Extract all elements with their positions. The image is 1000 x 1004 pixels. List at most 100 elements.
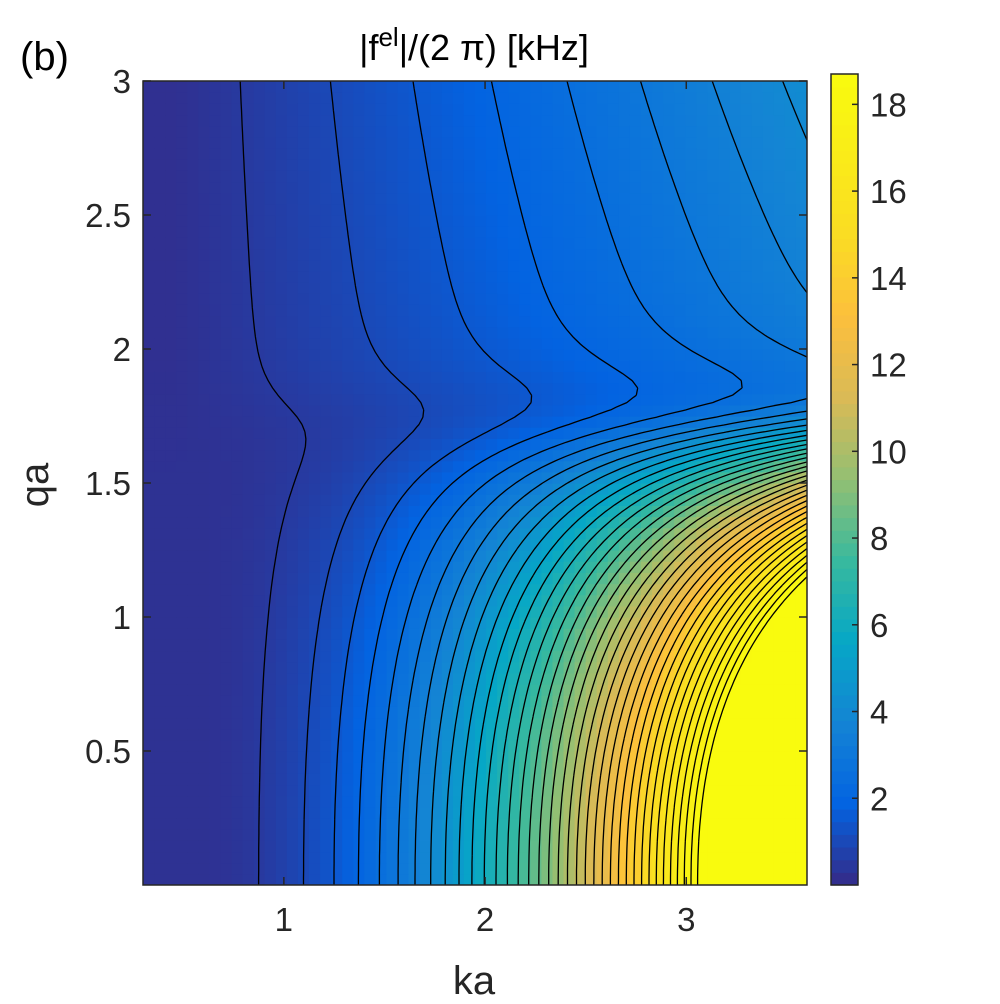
heatmap-cell <box>264 471 277 484</box>
heatmap-cell <box>508 237 520 250</box>
heatmap-cell <box>784 672 797 685</box>
x-tick-label: 3 <box>677 901 695 938</box>
heatmap-cell <box>607 114 620 127</box>
heatmap-cell <box>408 360 421 372</box>
heatmap-cell <box>154 672 166 685</box>
heatmap-cell <box>242 92 255 104</box>
heatmap-cell <box>242 873 255 885</box>
heatmap-cell <box>176 215 188 227</box>
heatmap-cell <box>629 684 642 696</box>
heatmap-cell <box>508 438 520 451</box>
heatmap-cell <box>286 751 299 763</box>
heatmap-cell <box>176 449 188 462</box>
heatmap-cell <box>519 840 531 853</box>
heatmap-cell <box>397 427 410 439</box>
heatmap-cell <box>452 550 465 562</box>
heatmap-cell <box>541 650 554 663</box>
heatmap-cell <box>220 739 233 752</box>
heatmap-cell <box>253 382 266 395</box>
heatmap-cell <box>585 460 598 473</box>
heatmap-cell <box>795 628 807 640</box>
heatmap-cell <box>364 583 376 596</box>
heatmap-cell <box>331 527 343 540</box>
contour-line <box>528 456 807 885</box>
heatmap-cell <box>618 304 631 317</box>
heatmap-cell <box>275 762 288 774</box>
heatmap-cell <box>331 360 343 372</box>
heatmap-cell <box>154 873 166 885</box>
heatmap-cell <box>497 862 509 875</box>
heatmap-cell <box>176 695 188 707</box>
heatmap-cell <box>430 449 443 462</box>
heatmap-cell <box>541 326 554 339</box>
heatmap-cell <box>574 203 587 216</box>
heatmap-cell <box>563 561 576 573</box>
heatmap-cell <box>397 203 410 216</box>
heatmap-cell <box>486 248 498 261</box>
heatmap-cell <box>441 248 454 261</box>
heatmap-cell <box>198 617 210 629</box>
heatmap-cell <box>552 371 565 384</box>
heatmap-cell <box>795 326 807 339</box>
heatmap-cell <box>652 661 664 674</box>
heatmap-cell <box>452 795 465 808</box>
heatmap-cell <box>386 650 399 663</box>
colorbar-tick-label: 8 <box>870 520 888 557</box>
heatmap-cell <box>463 181 476 194</box>
heatmap-cell <box>386 92 399 104</box>
heatmap-cell <box>685 226 697 238</box>
heatmap-cell <box>563 617 576 629</box>
heatmap-cell <box>143 684 155 696</box>
heatmap-cell <box>663 114 675 127</box>
heatmap-cell <box>607 751 620 763</box>
heatmap-cell <box>707 483 720 495</box>
heatmap-cell <box>508 695 520 707</box>
heatmap-cell <box>762 527 775 540</box>
heatmap-cell <box>342 851 354 864</box>
heatmap-cell <box>297 148 310 160</box>
heatmap-cell <box>364 572 376 585</box>
heatmap-cell <box>463 438 476 451</box>
heatmap-cell <box>685 237 697 250</box>
heatmap-cell <box>242 337 255 350</box>
heatmap-cell <box>419 81 432 93</box>
contour-line <box>566 474 807 885</box>
heatmap-cell <box>198 784 210 797</box>
heatmap-cell <box>463 762 476 774</box>
heatmap-cell <box>408 460 421 473</box>
heatmap-cell <box>475 605 487 618</box>
heatmap-cell <box>231 471 244 484</box>
heatmap-cell <box>629 661 642 674</box>
heatmap-cell <box>165 773 177 786</box>
heatmap-cell <box>740 695 753 707</box>
heatmap-cell <box>519 628 531 640</box>
heatmap-cell <box>397 739 410 752</box>
heatmap-cell <box>762 684 775 696</box>
heatmap-cell <box>187 226 199 238</box>
heatmap-cell <box>607 784 620 797</box>
heatmap-cell <box>696 92 708 104</box>
heatmap-cell <box>452 371 465 384</box>
heatmap-cell <box>685 494 697 506</box>
heatmap-cell <box>718 349 731 361</box>
heatmap-cell <box>408 773 421 786</box>
heatmap-cell <box>773 572 786 585</box>
heatmap-cell <box>231 159 244 171</box>
heatmap-cell <box>253 628 266 640</box>
heatmap-cell <box>320 773 332 786</box>
heatmap-cell <box>751 315 764 328</box>
heatmap-cell <box>275 516 288 529</box>
heatmap-cell <box>264 460 277 473</box>
colorbar-cell <box>831 745 858 759</box>
heatmap-cell <box>264 203 277 216</box>
heatmap-cell <box>652 795 664 808</box>
heatmap-cell <box>563 773 576 786</box>
heatmap-cell <box>530 739 542 752</box>
heatmap-cell <box>220 103 233 116</box>
heatmap-cell <box>187 81 199 93</box>
heatmap-cell <box>320 136 332 149</box>
heatmap-cell <box>596 103 609 116</box>
heatmap-cell <box>297 92 310 104</box>
heatmap-cell <box>165 818 177 830</box>
heatmap-cell <box>209 795 222 808</box>
